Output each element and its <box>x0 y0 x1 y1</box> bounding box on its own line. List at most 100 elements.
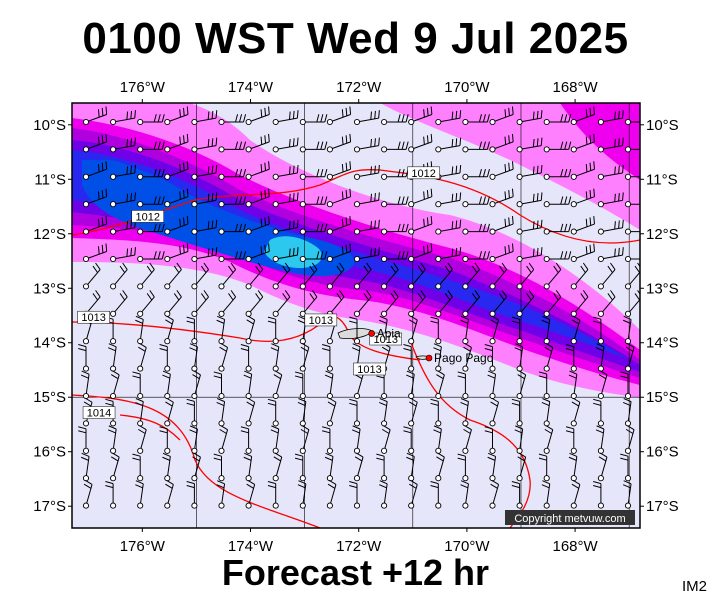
wind-station-circle <box>353 228 361 235</box>
wind-station-circle <box>570 475 577 482</box>
wind-station-circle <box>353 146 361 153</box>
wind-barb-feather <box>457 457 466 461</box>
wind-barb-feather <box>288 111 291 120</box>
wind-barb-feather <box>352 425 361 430</box>
wind-station-circle <box>408 447 415 454</box>
wind-barb-feather <box>560 114 564 123</box>
wind-station-circle <box>516 420 523 427</box>
wind-barb-feather <box>78 426 87 430</box>
wind-barb-feather <box>157 114 161 123</box>
wind-barb-feather <box>540 110 543 119</box>
wind-barb-feather <box>246 319 254 325</box>
wind-barb-feather <box>255 265 261 273</box>
wind-station-circle <box>353 283 361 290</box>
wind-barb-feather <box>589 135 592 144</box>
wind-barb-feather <box>580 265 586 273</box>
wind-station-circle <box>489 475 496 482</box>
wind-barb-feather <box>135 319 143 324</box>
wind-barb-feather <box>97 218 100 227</box>
wind-barb-feather <box>244 452 252 457</box>
wind-station-circle <box>164 310 171 317</box>
wind-barb-feather <box>157 141 161 150</box>
wind-station-circle <box>353 502 361 509</box>
wind-barb-feather <box>585 109 588 118</box>
isobar-label-box <box>369 332 403 346</box>
wind-station-circle <box>408 475 415 482</box>
wind-station-circle <box>543 173 550 180</box>
wind-barb-feather <box>126 193 129 202</box>
wind-station-circle <box>624 118 632 126</box>
wind-barb-feather <box>161 251 165 260</box>
wind-station-circle <box>624 502 632 509</box>
wind-barb-feather <box>257 290 264 298</box>
lat-tick-label-right: 17°S <box>646 498 679 515</box>
wind-barb-feather <box>135 484 143 489</box>
wind-barb-feather <box>569 370 578 375</box>
wind-barb-feather <box>593 402 602 406</box>
isobar-label-text: 1014 <box>87 408 111 420</box>
wind-barb-feather <box>328 397 337 403</box>
wind-station-circle <box>597 392 604 400</box>
wind-station-circle <box>82 338 90 345</box>
wind-barb-feather <box>393 262 399 270</box>
wind-station-circle <box>137 201 144 208</box>
wind-barb-feather <box>345 107 348 116</box>
wind-barb-feather <box>292 247 295 256</box>
wind-station-circle <box>543 201 550 208</box>
wind-barb-feather <box>379 401 387 407</box>
wind-barb-feather <box>316 223 320 232</box>
wind-station-circle <box>435 447 442 454</box>
wind-station-circle <box>218 447 225 454</box>
wind-barb-feather <box>220 342 228 348</box>
lat-tick-label-right: 12°S <box>646 226 679 243</box>
wind-barb-feather <box>273 374 281 380</box>
wind-barb-feather <box>179 218 181 227</box>
wind-station-circle <box>489 310 496 317</box>
lat-tick-label-left: 16°S <box>33 444 66 461</box>
wind-barb-feather <box>139 342 147 348</box>
wind-barb-feather <box>623 398 632 403</box>
wind-barb-feather <box>455 220 458 229</box>
wind-barb-feather <box>300 346 309 352</box>
wind-barb-feather <box>101 162 104 171</box>
wind-station-circle <box>218 475 225 482</box>
wind-barb-feather <box>460 401 469 407</box>
wind-barb-feather <box>267 485 276 489</box>
wind-barb-feather <box>482 251 486 260</box>
wind-barb-feather <box>560 223 564 232</box>
wind-barb-feather <box>511 243 514 252</box>
wind-station-circle <box>435 283 442 290</box>
wind-station-circle <box>489 146 496 153</box>
wind-barb-feather <box>542 480 550 485</box>
wind-barb-feather <box>511 485 520 489</box>
wind-station-circle <box>191 255 198 263</box>
wind-barb-feather <box>351 347 360 352</box>
wind-station-circle <box>408 365 415 372</box>
wind-station-circle <box>82 365 90 372</box>
wind-station-circle <box>82 201 90 208</box>
wind-station-circle <box>462 173 469 180</box>
wind-station-circle <box>489 283 496 290</box>
wind-station-circle <box>597 283 604 290</box>
wind-barb-feather <box>320 223 324 232</box>
wind-barb-feather <box>626 342 635 348</box>
wind-barb-feather <box>589 217 592 226</box>
wind-barb-feather <box>159 348 168 352</box>
wind-barb-feather <box>105 485 114 489</box>
wind-station-circle <box>489 201 496 208</box>
wind-barb-feather <box>486 141 490 150</box>
wind-barb-feather <box>508 107 510 116</box>
wind-barb-feather <box>219 428 227 434</box>
wind-station-circle <box>462 447 469 454</box>
wind-barb-feather <box>565 344 574 348</box>
wind-station-circle <box>597 338 604 345</box>
wind-barb-feather <box>297 319 306 324</box>
wind-station-circle <box>191 118 198 126</box>
wind-station-circle <box>435 118 442 126</box>
wind-barb-feather <box>294 457 303 461</box>
wind-barb-feather <box>572 397 581 403</box>
wind-barb-feather <box>228 265 234 273</box>
wind-barb-feather <box>541 484 550 489</box>
wind-barb-feather <box>267 320 276 324</box>
